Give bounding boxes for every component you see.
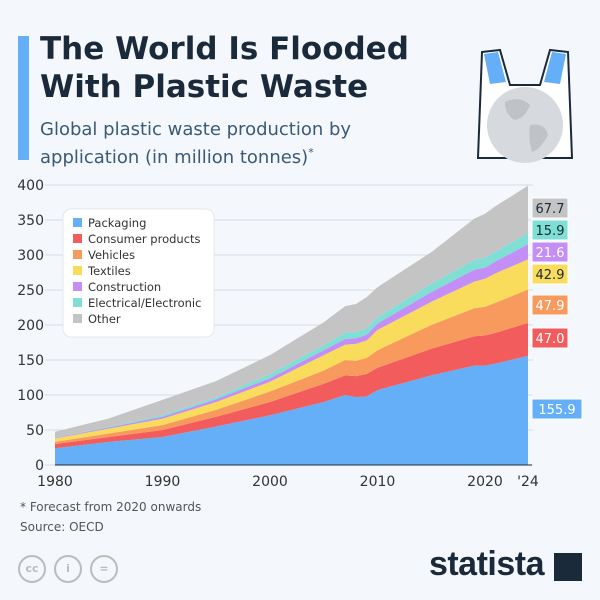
y-tick-label: 300 (17, 248, 44, 264)
legend-item: Vehicles (88, 248, 135, 262)
legend-item: Other (88, 312, 121, 326)
legend-box (62, 208, 215, 338)
area-packaging (55, 355, 528, 465)
end-value-label: 21.6 (536, 246, 565, 261)
y-tick-label: 100 (17, 388, 44, 404)
chart-subtitle: Global plastic waste production by appli… (40, 118, 400, 169)
end-label-box (531, 219, 569, 241)
statista-logo[interactable]: statista (428, 545, 545, 583)
end-value-label: 67.7 (536, 202, 565, 217)
legend-swatch (73, 298, 82, 307)
legend-item: Packaging (88, 216, 146, 230)
legend-item: Textiles (87, 264, 131, 278)
legend-item: Electrical/Electronic (88, 296, 201, 310)
x-tick-label: 1990 (145, 474, 181, 490)
end-label-box (531, 263, 569, 285)
legend-swatch (73, 282, 82, 291)
legend-swatch (73, 234, 82, 243)
y-tick-label: 400 (17, 178, 44, 194)
end-value-label: 42.9 (536, 268, 565, 283)
legend-swatch (73, 250, 82, 259)
legend-item: Construction (88, 280, 161, 294)
end-value-label: 15.9 (536, 224, 565, 239)
attribution-icon[interactable]: i (54, 555, 82, 583)
chart-title: The World Is Flooded With Plastic Waste (40, 31, 409, 105)
x-tick-label: 2020 (467, 474, 503, 490)
x-tick-label: 2000 (252, 474, 288, 490)
subtitle-text: Global plastic waste production by appli… (40, 119, 352, 168)
end-value-label: 155.9 (538, 403, 575, 418)
end-label-box (531, 197, 569, 219)
legend-swatch (73, 218, 82, 227)
y-tick-label: 0 (35, 458, 44, 474)
legend-swatch (73, 314, 82, 323)
accent-bar (18, 36, 29, 160)
statista-logo-mark-icon (554, 553, 582, 581)
legend-item: Consumer products (88, 232, 201, 246)
x-tick-label: '24 (517, 474, 539, 490)
end-value-label: 47.9 (536, 299, 565, 314)
cc-icon[interactable]: cc (18, 555, 46, 583)
plastic-bag-globe-icon (476, 48, 574, 163)
y-tick-label: 200 (17, 318, 44, 334)
forecast-note: * Forecast from 2020 onwards (20, 500, 202, 514)
end-label-box (531, 294, 569, 316)
y-tick-label: 50 (26, 423, 44, 439)
end-label-box (531, 398, 583, 420)
no-derivatives-icon[interactable]: = (90, 555, 118, 583)
y-tick-label: 150 (17, 353, 44, 369)
end-label-box (531, 241, 569, 263)
y-tick-label: 350 (17, 213, 44, 229)
subtitle-footnote-mark: * (308, 146, 314, 159)
x-tick-label: 1980 (37, 474, 73, 490)
x-tick-label: 2010 (360, 474, 396, 490)
end-value-label: 47.0 (536, 332, 565, 347)
source-note: Source: OECD (20, 520, 104, 534)
y-tick-label: 250 (17, 283, 44, 299)
end-label-box (531, 327, 569, 349)
legend-swatch (73, 266, 82, 275)
